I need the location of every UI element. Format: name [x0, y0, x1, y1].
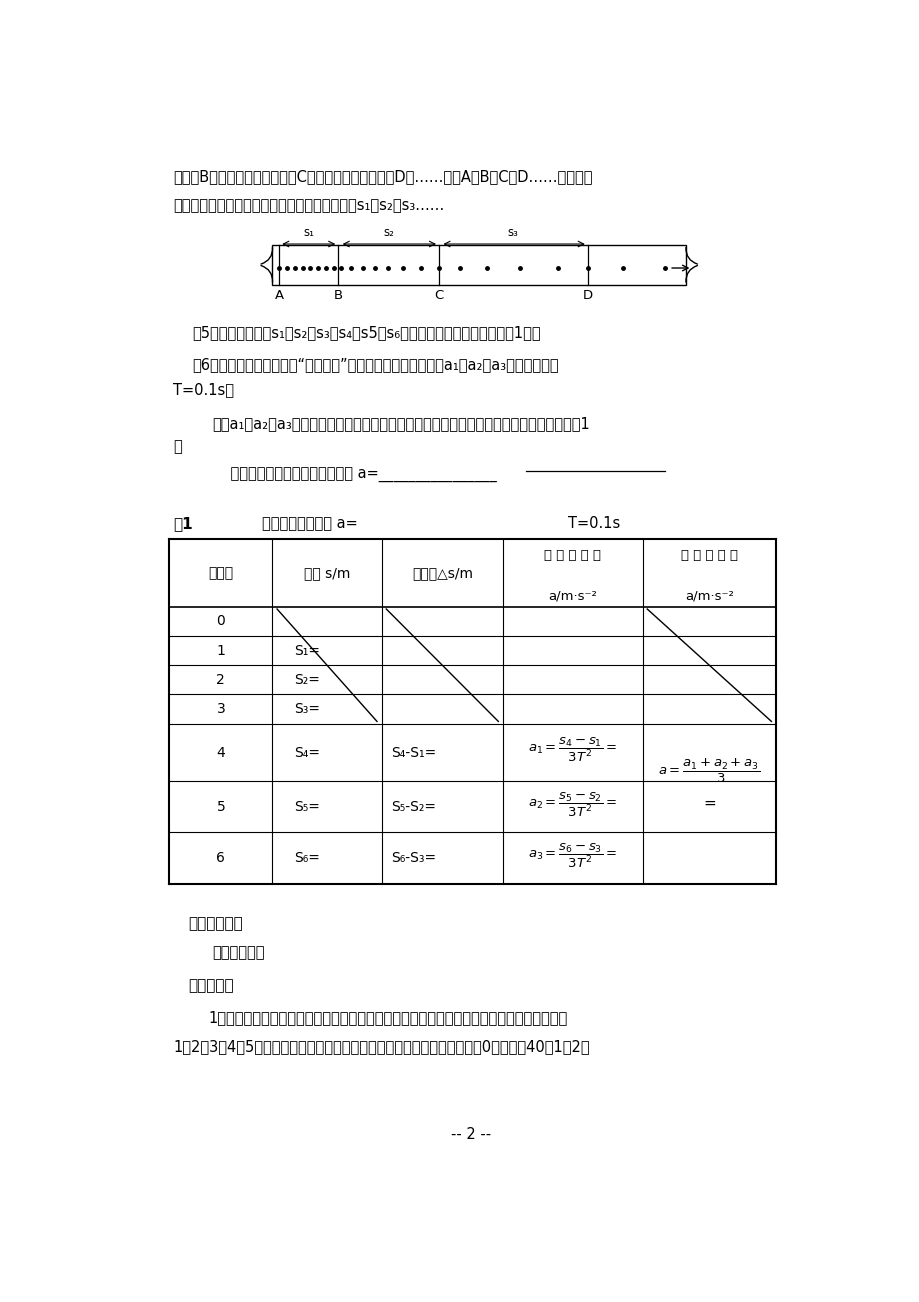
Text: S₆-S₃=: S₆-S₃=	[391, 850, 436, 865]
Text: 计算小车的加速度 a=: 计算小车的加速度 a=	[262, 516, 357, 531]
Text: 小车做匀变速直线运动的加速度 a=________________: 小车做匀变速直线运动的加速度 a=________________	[211, 469, 496, 483]
Text: $a_2 = \dfrac{s_5 - s_2}{3T^2} =$: $a_2 = \dfrac{s_5 - s_2}{3T^2} =$	[528, 790, 617, 819]
Text: 6: 6	[216, 850, 225, 865]
Text: 1、2、3、4、5各点为记数点，将直尺靠在纸带边，零刻线与纸带上某一点0对齐。甁40到1、2、: 1、2、3、4、5各点为记数点，将直尺靠在纸带边，零刻线与纸带上某一点0对齐。甁…	[173, 1039, 589, 1055]
Text: 表1: 表1	[173, 516, 193, 531]
Text: $a_3 = \dfrac{s_6 - s_3}{3T^2} =$: $a_3 = \dfrac{s_6 - s_3}{3T^2} =$	[528, 842, 617, 870]
Text: 中: 中	[173, 439, 182, 454]
Text: （6）根据测量结果，利用“实验原理”中给出的公式算出加速度a₁、a₂、a₃的值。注意：: （6）根据测量结果，利用“实验原理”中给出的公式算出加速度a₁、a₂、a₃的值。…	[192, 357, 559, 372]
Text: 位移差△s/m: 位移差△s/m	[412, 566, 472, 579]
Text: s₃: s₃	[507, 227, 518, 240]
Text: S₃=: S₃=	[294, 702, 320, 716]
Text: 1: 1	[216, 643, 225, 658]
Text: （5）测出六段位移s₁、s₂、s₃、s₄、s5、s₆的长度，把测量结果填入下表1中。: （5）测出六段位移s₁、s₂、s₃、s₄、s5、s₆的长度，把测量结果填入下表1…	[192, 326, 540, 340]
Text: B: B	[334, 289, 343, 302]
Text: S₅-S₂=: S₅-S₂=	[391, 799, 436, 814]
Text: S₂=: S₂=	[294, 673, 320, 687]
Text: C: C	[434, 289, 443, 302]
Bar	[272, 245, 686, 285]
Text: 4: 4	[216, 746, 225, 759]
Text: -- 2 --: -- 2 --	[451, 1126, 491, 1142]
Text: 点，如图所示。两个相邻计数点间的距离分别是s₁、s₂、s₃……: 点，如图所示。两个相邻计数点间的距离分别是s₁、s₂、s₃……	[173, 199, 444, 214]
Text: S₅=: S₅=	[294, 799, 320, 814]
Text: S₁=: S₁=	[294, 643, 320, 658]
Text: 5: 5	[216, 799, 225, 814]
Text: 0: 0	[216, 615, 225, 629]
Text: 五、布置作业: 五、布置作业	[188, 917, 244, 931]
Text: T=0.1s。: T=0.1s。	[173, 381, 233, 397]
Text: a/m·s⁻²: a/m·s⁻²	[684, 589, 733, 602]
Text: $a = \dfrac{a_1 + a_2 + a_3}{3}$: $a = \dfrac{a_1 + a_2 + a_3}{3}$	[658, 758, 759, 785]
Text: A: A	[275, 289, 284, 302]
Text: 1、图为用打点计时器测定匀变速直线运动的加速度的实验时记录下的一条纸带。纸带上选取: 1、图为用打点计时器测定匀变速直线运动的加速度的实验时记录下的一条纸带。纸带上选…	[208, 1010, 567, 1025]
Text: $a_1 = \dfrac{s_4 - s_1}{3T^2} =$: $a_1 = \dfrac{s_4 - s_1}{3T^2} =$	[528, 736, 617, 764]
Text: T=0.1s: T=0.1s	[568, 516, 620, 531]
Text: 六、参考题: 六、参考题	[188, 978, 234, 993]
Text: 完成实验报告: 完成实验报告	[211, 945, 264, 961]
Text: 分 段 加 速 度: 分 段 加 速 度	[544, 549, 601, 562]
Text: 面标明B，在第十一点下面标明C，在第十六点下面标明D，……，点A、B、C、D……叫做计数: 面标明B，在第十一点下面标明C，在第十六点下面标明D，……，点A、B、C、D………	[173, 169, 592, 185]
Text: a/m·s⁻²: a/m·s⁻²	[548, 589, 596, 602]
Text: s₁: s₁	[303, 227, 314, 240]
Text: 位移 s/m: 位移 s/m	[303, 566, 350, 579]
Text: 计数点: 计数点	[208, 566, 233, 579]
Text: 求出a₁、a₂、a₃的平均值，它就是小车做匀变速直线运动的加速度。把计算的结果填入下表1: 求出a₁、a₂、a₃的平均值，它就是小车做匀变速直线运动的加速度。把计算的结果填…	[211, 415, 589, 431]
Text: 小 车 加 速 度: 小 车 加 速 度	[680, 549, 737, 562]
Text: 3: 3	[216, 702, 225, 716]
Text: S₆=: S₆=	[294, 850, 320, 865]
Text: =: =	[702, 796, 715, 811]
Text: s₂: s₂	[382, 227, 393, 240]
Text: D: D	[582, 289, 592, 302]
Text: S₄=: S₄=	[294, 746, 320, 759]
Text: S₄-S₁=: S₄-S₁=	[391, 746, 437, 759]
Text: 2: 2	[216, 673, 225, 687]
